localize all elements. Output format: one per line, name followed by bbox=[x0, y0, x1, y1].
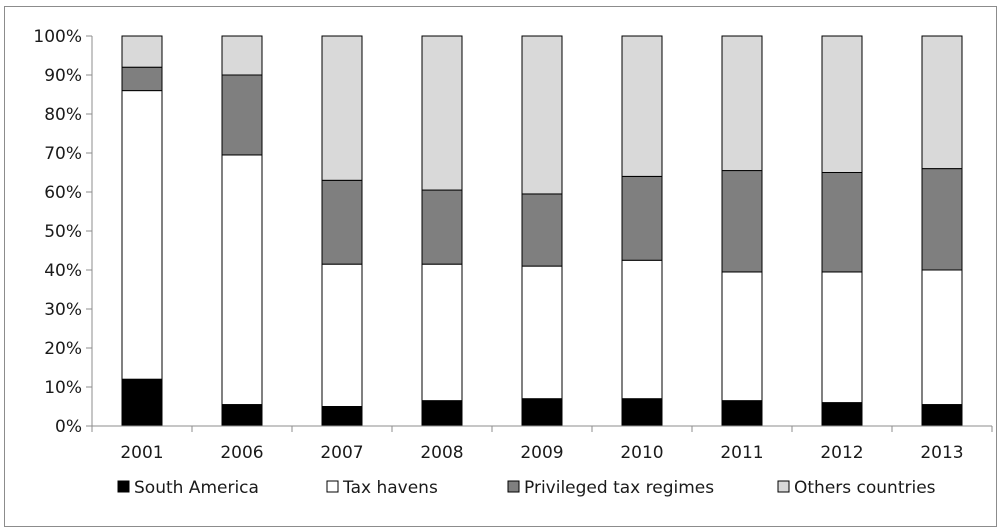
legend-label-privileged-tax-regimes: Privileged tax regimes bbox=[524, 478, 714, 498]
bar-tax-havens-2008 bbox=[421, 263, 463, 402]
y-tick-label: 10% bbox=[44, 378, 82, 398]
bar-privileged-tax-regimes-2009 bbox=[521, 193, 563, 267]
y-tick-label: 40% bbox=[44, 261, 82, 281]
legend-label-tax-havens: Tax havens bbox=[342, 478, 438, 498]
legend-label-south-america: South America bbox=[134, 478, 259, 498]
bar-privileged-tax-regimes-2006 bbox=[221, 74, 263, 156]
legend-label-others-countries: Others countries bbox=[794, 478, 936, 498]
bar-others-countries-2008 bbox=[421, 35, 463, 191]
bar-others-countries-2012 bbox=[821, 35, 863, 173]
bar-privileged-tax-regimes-2008 bbox=[421, 189, 463, 265]
axes-layer: 0% 10% 20% 30% 40% 50% 60% 70% 80% 90% 100% 2001 200… bbox=[33, 27, 993, 463]
legend-swatch-others-countries bbox=[777, 480, 790, 493]
bar-tax-havens-2009 bbox=[521, 265, 563, 400]
legend-swatch-privileged-tax-regimes bbox=[507, 480, 520, 493]
bar-south-america-2006 bbox=[221, 404, 263, 427]
x-tick-label: 2012 bbox=[820, 443, 863, 463]
bar-others-countries-2011 bbox=[721, 35, 763, 172]
bar-privileged-tax-regimes-2010 bbox=[621, 175, 663, 261]
y-tick-label: 80% bbox=[44, 105, 82, 125]
bar-tax-havens-2006 bbox=[221, 154, 263, 406]
bar-privileged-tax-regimes-2001 bbox=[121, 66, 163, 92]
bar-tax-havens-2011 bbox=[721, 271, 763, 402]
y-tick-label: 100% bbox=[33, 27, 82, 47]
bar-tax-havens-2001 bbox=[121, 90, 163, 380]
y-tick-label: 20% bbox=[44, 339, 82, 359]
y-tick-label: 0% bbox=[55, 417, 82, 437]
bar-south-america-2007 bbox=[321, 406, 363, 427]
bar-south-america-2011 bbox=[721, 400, 763, 427]
x-tick-label: 2008 bbox=[420, 443, 463, 463]
bar-south-america-2010 bbox=[621, 398, 663, 427]
bar-others-countries-2009 bbox=[521, 35, 563, 195]
bar-privileged-tax-regimes-2013 bbox=[921, 168, 963, 271]
legend: South America Tax havens Privileged tax re… bbox=[117, 478, 936, 498]
bar-others-countries-2007 bbox=[321, 35, 363, 181]
y-tick-label: 60% bbox=[44, 183, 82, 203]
x-tick-label: 2007 bbox=[320, 443, 363, 463]
bar-privileged-tax-regimes-2007 bbox=[321, 179, 363, 265]
bar-others-countries-2006 bbox=[221, 35, 263, 76]
bar-tax-havens-2007 bbox=[321, 263, 363, 407]
y-tick-label: 70% bbox=[44, 144, 82, 164]
bar-tax-havens-2012 bbox=[821, 271, 863, 404]
x-tick-label: 2001 bbox=[120, 443, 163, 463]
bar-privileged-tax-regimes-2012 bbox=[821, 172, 863, 273]
x-tick-label: 2009 bbox=[520, 443, 563, 463]
bar-tax-havens-2013 bbox=[921, 269, 963, 406]
y-tick-label: 30% bbox=[44, 300, 82, 320]
bar-south-america-2013 bbox=[921, 404, 963, 427]
x-tick-label: 2010 bbox=[620, 443, 663, 463]
bar-privileged-tax-regimes-2011 bbox=[721, 170, 763, 273]
bar-south-america-2009 bbox=[521, 398, 563, 427]
legend-swatch-tax-havens bbox=[326, 480, 339, 493]
legend-swatch-south-america bbox=[117, 480, 130, 493]
bar-others-countries-2013 bbox=[921, 35, 963, 170]
bar-others-countries-2001 bbox=[121, 35, 163, 68]
bar-south-america-2012 bbox=[821, 402, 863, 427]
x-tick-label: 2006 bbox=[220, 443, 263, 463]
x-tick-label: 2011 bbox=[720, 443, 763, 463]
bar-others-countries-2010 bbox=[621, 35, 663, 177]
x-tick-label: 2013 bbox=[920, 443, 963, 463]
bar-south-america-2008 bbox=[421, 400, 463, 427]
bar-south-america-2001 bbox=[121, 378, 163, 427]
y-tick-label: 90% bbox=[44, 66, 82, 86]
bar-tax-havens-2010 bbox=[621, 259, 663, 400]
bars-layer bbox=[121, 35, 963, 427]
y-tick-label: 50% bbox=[44, 222, 82, 242]
